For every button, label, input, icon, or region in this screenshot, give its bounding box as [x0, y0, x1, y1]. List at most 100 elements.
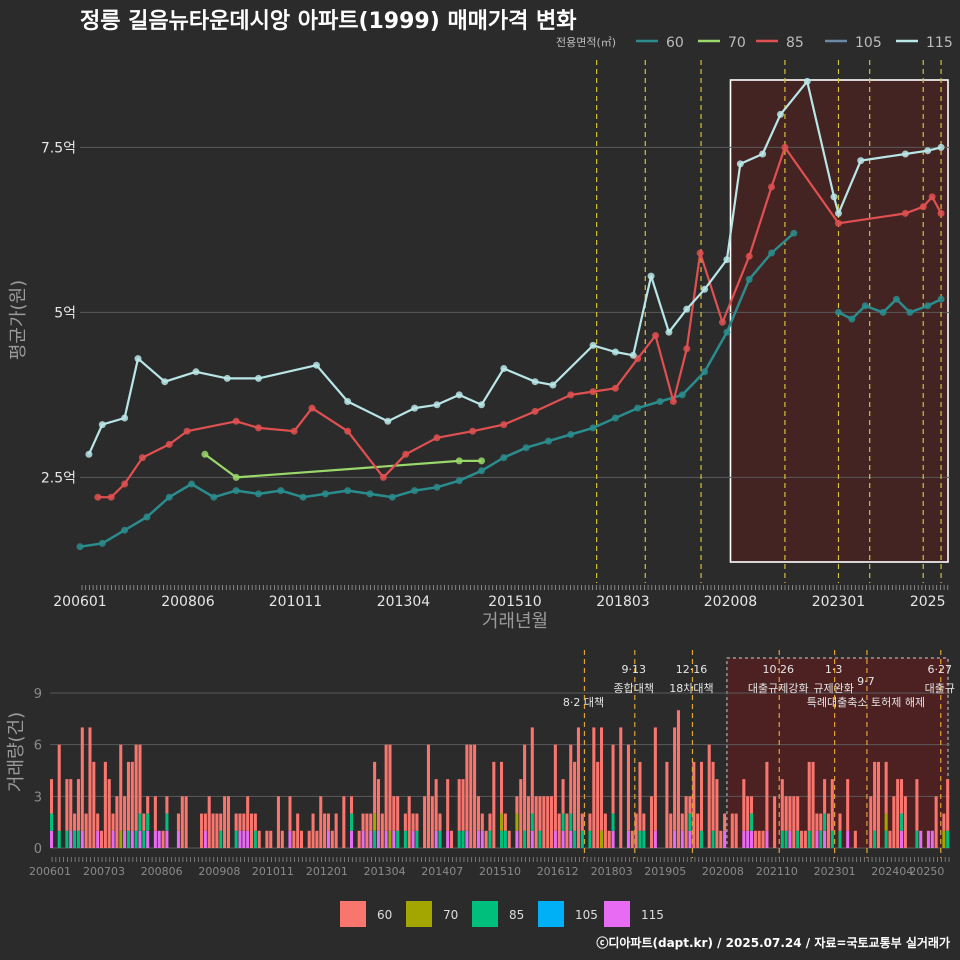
- volume-bar: [130, 761, 134, 831]
- volume-bar: [388, 830, 392, 848]
- data-point-70: [232, 473, 240, 481]
- volume-bar: [361, 813, 365, 831]
- data-point-115: [937, 143, 945, 151]
- volume-bar: [319, 796, 323, 848]
- volume-bar: [680, 830, 684, 848]
- legend-swatch-105: [538, 901, 564, 927]
- data-point-115: [85, 450, 93, 458]
- data-point-60: [567, 431, 575, 438]
- volume-bar: [750, 796, 754, 814]
- data-point-85: [138, 454, 146, 462]
- data-point-60: [344, 487, 352, 495]
- policy-label: 대출규제강화: [748, 682, 809, 695]
- data-point-60: [879, 308, 887, 316]
- volume-bar: [369, 830, 373, 848]
- x-tick-label: 201407: [421, 865, 463, 878]
- volume-bar: [626, 744, 630, 831]
- volume-bar: [126, 830, 130, 848]
- volume-bar: [546, 796, 550, 848]
- data-point-115: [776, 110, 784, 118]
- x-tick-label: 200703: [83, 865, 125, 878]
- volume-bar: [323, 813, 327, 848]
- volume-bar: [280, 830, 284, 848]
- volume-bar: [403, 813, 407, 831]
- data-point-60: [790, 229, 798, 237]
- x-tick-label: 201201: [306, 865, 348, 878]
- volume-bar: [507, 830, 511, 848]
- volume-bar: [269, 830, 273, 848]
- volume-bar: [123, 796, 127, 831]
- volume-bar: [307, 830, 311, 848]
- volume-bar: [569, 813, 573, 831]
- policy-label: 8·2 대책: [563, 696, 604, 709]
- volume-bar: [515, 830, 519, 848]
- volume-bar: [292, 830, 296, 848]
- volume-bar: [115, 796, 119, 848]
- data-point-85: [937, 209, 945, 217]
- volume-bar: [461, 779, 465, 831]
- chart-title: 정릉 길음뉴타운데시앙 아파트(1999) 매매가격 변화: [80, 9, 577, 34]
- data-point-85: [834, 219, 842, 227]
- volume-bar: [480, 830, 484, 848]
- volume-bar: [884, 761, 888, 814]
- volume-bar: [669, 813, 673, 848]
- volume-bar: [423, 796, 427, 848]
- volume-bar: [176, 813, 180, 831]
- volume-bar: [300, 830, 304, 848]
- legend-label-105: 105: [855, 35, 882, 51]
- x-tick-label: 201612: [537, 865, 579, 878]
- volume-bar: [219, 813, 223, 831]
- volume-bar: [326, 813, 330, 831]
- volume-bar: [326, 830, 330, 848]
- data-point-70: [455, 457, 463, 465]
- volume-bar: [180, 796, 184, 848]
- data-point-85: [402, 450, 410, 458]
- volume-bar: [530, 830, 534, 848]
- series-line-70: [204, 453, 482, 479]
- data-point-85: [652, 332, 660, 339]
- data-point-60: [848, 315, 856, 323]
- volume-bar: [684, 796, 688, 848]
- volume-bar: [365, 813, 369, 848]
- volume-bar: [415, 830, 419, 848]
- volume-bar: [903, 796, 907, 848]
- policy-label: 대출규: [925, 682, 955, 695]
- volume-bar: [873, 830, 877, 848]
- x-tick-label: 2025: [910, 594, 946, 610]
- volume-bar: [761, 830, 765, 848]
- data-point-85: [107, 493, 115, 501]
- x-tick-label: 201803: [596, 594, 649, 610]
- volume-bar: [157, 830, 161, 848]
- highlight-region: [726, 658, 948, 848]
- volume-bar: [673, 727, 677, 831]
- volume-bar: [342, 796, 346, 848]
- x-tick-label: 201510: [479, 865, 521, 878]
- data-point-60: [143, 513, 151, 521]
- volume-bar: [523, 744, 527, 831]
- data-point-115: [701, 285, 709, 293]
- policy-date: 9·13: [622, 663, 647, 676]
- volume-bar: [611, 744, 615, 814]
- data-point-115: [254, 374, 262, 382]
- volume-bar: [873, 761, 877, 831]
- volume-bar: [515, 796, 519, 814]
- volume-bar: [553, 744, 557, 831]
- x-tick-label: 200806: [141, 865, 183, 878]
- volume-bar: [538, 796, 542, 831]
- volume-bar: [396, 830, 400, 848]
- volume-bar: [638, 761, 642, 831]
- volume-bar: [630, 830, 634, 848]
- y-tick-label: 5억: [54, 305, 76, 321]
- data-point-115: [98, 421, 106, 429]
- x-tick-label: 201011: [252, 865, 294, 878]
- data-point-70: [478, 457, 486, 465]
- volume-bar: [723, 830, 727, 848]
- volume-bar: [811, 761, 815, 848]
- volume-bar: [92, 761, 96, 848]
- volume-bar: [653, 830, 657, 848]
- volume-bar: [653, 727, 657, 831]
- legend-swatch-60: [340, 901, 366, 927]
- volume-bar: [561, 830, 565, 848]
- volume-bar: [488, 830, 492, 848]
- volume-bar: [315, 830, 319, 848]
